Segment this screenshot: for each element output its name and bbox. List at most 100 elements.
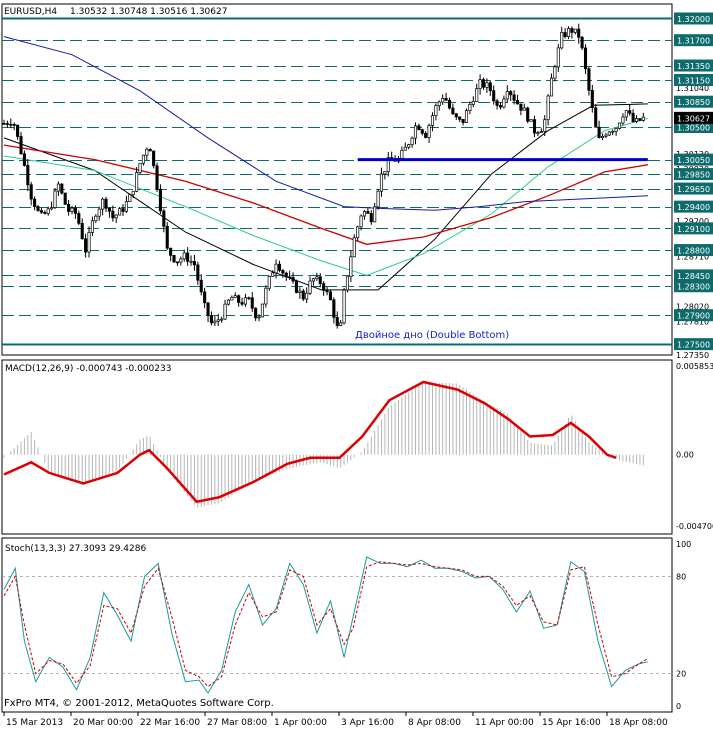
candle-body <box>464 110 469 123</box>
candle-body <box>80 223 84 240</box>
candle-body <box>471 101 475 105</box>
candle-body <box>386 157 390 172</box>
candle-body <box>73 207 77 214</box>
candle-body <box>519 103 523 111</box>
candle-body <box>26 165 30 186</box>
candle-body <box>515 99 520 105</box>
candle-body <box>277 263 282 271</box>
candle-body <box>29 184 33 200</box>
candle-body <box>604 134 608 137</box>
price-tick-label: 1.27350 <box>676 351 709 360</box>
candle-body <box>152 150 156 167</box>
candle-body <box>407 144 411 148</box>
stoch-title: Stoch(13,3,3) 27.3093 29.4286 <box>5 544 146 554</box>
candle-body <box>90 220 94 233</box>
level-price-tag-bg <box>674 182 713 195</box>
level-price-tag: 1.28450 <box>677 272 710 281</box>
candle-body <box>434 105 438 116</box>
candle-body <box>621 116 625 124</box>
candle-body <box>107 207 111 212</box>
time-tick-label: 11 Apr 00:00 <box>475 718 534 728</box>
level-price-tag: 1.28300 <box>677 283 710 292</box>
candle-body <box>192 260 196 266</box>
macd-tick-label: -0.004700 <box>676 522 713 531</box>
candle-body <box>165 225 169 249</box>
level-price-tag-bg <box>674 269 713 282</box>
moving-average-line <box>3 103 648 291</box>
level-price-tag-bg <box>674 222 713 235</box>
candle-body <box>131 190 135 196</box>
level-price-tag: 1.31350 <box>677 62 710 71</box>
stoch-signal-line <box>3 561 649 688</box>
level-price-tag-bg <box>674 34 713 47</box>
candle-body <box>379 173 384 192</box>
candle-body <box>250 297 254 309</box>
level-price-tag-bg <box>674 12 713 25</box>
candle-body <box>63 192 67 205</box>
candle-body <box>9 123 13 126</box>
candle-body <box>461 119 465 123</box>
candle-body <box>498 105 503 108</box>
candle-body <box>97 208 101 217</box>
candle-body <box>420 129 424 134</box>
candle-body <box>369 213 373 223</box>
macd-indicator <box>3 380 644 508</box>
level-price-tag: 1.29650 <box>677 185 710 194</box>
price-tick-label: 1.28020 <box>676 303 709 312</box>
candle-body <box>410 137 414 145</box>
macd-tick-label: 0.00 <box>676 451 694 460</box>
level-price-tag: 1.29100 <box>677 225 710 234</box>
candle-body <box>597 126 601 139</box>
candle-body <box>403 146 407 151</box>
candle-body <box>5 123 9 125</box>
candle-body <box>611 130 615 133</box>
candle-body <box>284 272 288 278</box>
level-price-tag: 1.27900 <box>677 312 710 321</box>
candle-body <box>301 290 305 300</box>
moving-average-line <box>3 117 649 276</box>
candle-body <box>373 206 377 223</box>
time-tick-label: 20 Mar 00:00 <box>73 718 133 728</box>
candle-body <box>430 115 435 126</box>
candle-body <box>478 79 482 89</box>
candle-body <box>362 211 367 217</box>
candle-body <box>468 104 472 111</box>
level-price-tag: 1.29400 <box>677 203 710 212</box>
candle-body <box>492 90 496 102</box>
level-price-tag-bg <box>674 338 713 351</box>
candle-body <box>628 110 632 114</box>
candle-body <box>427 125 431 138</box>
level-price-tag-bg <box>674 200 713 213</box>
level-price-tag: 1.28800 <box>677 247 710 256</box>
candle-body <box>458 116 462 120</box>
candle-body <box>566 28 571 38</box>
level-price-tag-bg <box>674 309 713 322</box>
horizontal-levels <box>2 17 672 346</box>
candle-body <box>335 317 339 327</box>
candle-body <box>413 125 418 139</box>
candle-body <box>563 32 567 38</box>
stoch-tick-label: 100 <box>676 540 691 549</box>
candle-body <box>631 112 635 122</box>
candle-body <box>318 276 322 284</box>
candle-body <box>199 279 203 293</box>
time-axis: 15 Mar 2013 20 Mar 00:00 22 Mar 16:00 27 Ma… <box>3 712 668 728</box>
candle-body <box>441 98 445 103</box>
candle-body <box>271 272 275 277</box>
candle-body <box>53 190 57 208</box>
candle-body <box>60 183 64 194</box>
symbol-label: EURUSD,H4 <box>4 7 57 17</box>
candle-body <box>19 136 23 155</box>
candle-body <box>594 107 598 128</box>
price-tick-label: 1.27810 <box>676 318 709 327</box>
candle-body <box>328 291 333 301</box>
candle-body <box>67 204 71 212</box>
stoch-tick-label: 80 <box>676 572 686 581</box>
candle-body <box>101 198 105 210</box>
candle-body <box>16 124 20 137</box>
candle-body <box>39 210 43 213</box>
candle-body <box>383 171 387 175</box>
time-tick-label: 1 Apr 00:00 <box>274 718 327 728</box>
